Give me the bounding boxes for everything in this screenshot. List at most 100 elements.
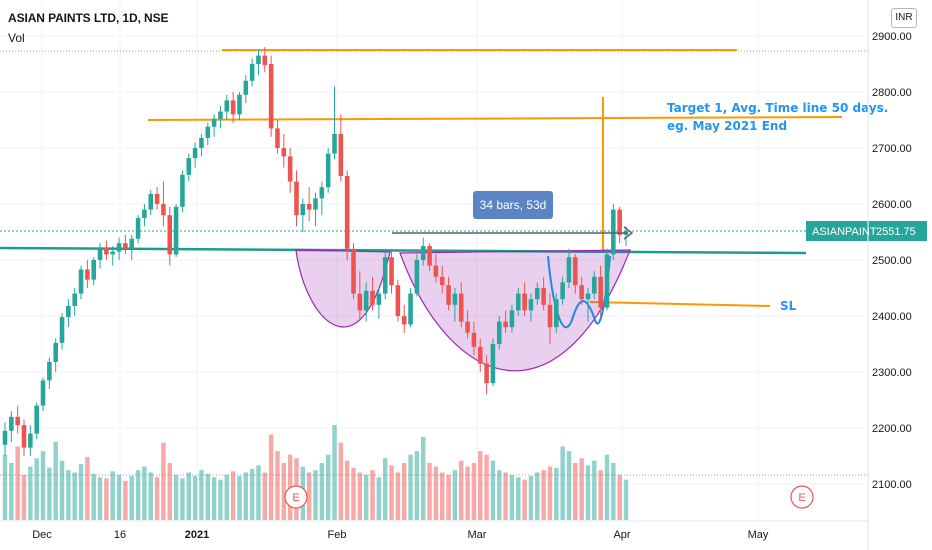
volume-bar [446, 474, 451, 520]
candle [401, 304, 407, 333]
volume-bar [395, 472, 401, 520]
candle [338, 114, 344, 182]
candle [21, 419, 27, 456]
volume-bar [186, 472, 191, 520]
symbol-title[interactable]: ASIAN PAINTS LTD, 1D, NSE [8, 11, 169, 25]
volume-bar [78, 464, 84, 520]
volume-indicator-label[interactable]: Vol [8, 31, 25, 45]
candle-body [477, 346, 483, 364]
candle-body [395, 285, 401, 316]
candle [496, 316, 502, 350]
candle [180, 170, 185, 213]
candle [256, 50, 261, 76]
candle-body [338, 134, 344, 176]
candle [91, 257, 96, 286]
volume-bar [319, 463, 325, 520]
volume-bar [351, 467, 356, 520]
stop-loss-label: SL [780, 299, 797, 313]
candle [604, 248, 610, 311]
volume-bar [161, 442, 166, 520]
y-tick-label: 2400.00 [872, 311, 912, 323]
volume-bar [427, 463, 432, 520]
candle [9, 411, 14, 442]
volume-bar [21, 474, 27, 520]
volume-bar [408, 454, 413, 520]
y-tick-label: 2500.00 [872, 255, 912, 267]
volume-bar [421, 436, 426, 520]
candle-body [135, 218, 141, 239]
candle-body [281, 148, 287, 157]
candle [281, 134, 287, 168]
volume-bar [123, 480, 128, 520]
volume-bar [59, 460, 65, 520]
candle [370, 276, 375, 311]
candle [97, 243, 103, 269]
candle-body [173, 206, 179, 255]
volume-bar [554, 467, 559, 520]
volume-bar [15, 446, 20, 520]
volume-bar [180, 478, 185, 520]
candle-body [72, 293, 77, 306]
candle [528, 293, 534, 322]
time-axis[interactable]: Dec 16 2021 Feb Mar Apr May [0, 520, 868, 541]
candle [47, 358, 52, 389]
volume-bar [230, 471, 236, 520]
x-tick-label: 16 [114, 529, 126, 541]
candle-body [465, 321, 470, 333]
candle-body [547, 304, 553, 328]
volume-bar [497, 470, 502, 520]
candle-body [262, 55, 268, 66]
candle [135, 215, 141, 244]
candle-body [325, 153, 331, 188]
volume-bars [2, 425, 629, 520]
earnings-marker-label: E [798, 492, 805, 504]
y-tick-label: 2300.00 [872, 367, 912, 379]
candle [78, 265, 84, 300]
volume-bar [592, 460, 597, 520]
candle [268, 55, 274, 137]
candle-body [268, 64, 274, 129]
range-label: 34 bars, 53d [480, 198, 547, 212]
volume-bar [205, 473, 210, 520]
volume-bar [433, 466, 439, 520]
candle [490, 338, 496, 386]
candle-body [522, 293, 527, 311]
candle [148, 190, 154, 216]
candle-body [243, 80, 249, 95]
candle-body [249, 64, 255, 81]
candle [458, 282, 464, 328]
price-tag-symbol: ASIANPAINT [812, 226, 877, 238]
volume-bar [9, 463, 14, 520]
candle-body [496, 321, 502, 344]
candle [554, 293, 559, 333]
candle [129, 234, 135, 260]
currency-button[interactable]: INR [891, 8, 917, 28]
range-arrow-head [623, 226, 634, 240]
candle [433, 254, 439, 283]
candle-body [110, 251, 116, 255]
candle-body [566, 257, 572, 283]
volume-bar [97, 477, 103, 520]
candle [484, 355, 489, 395]
target-annotation-line2: eg. May 2021 End [667, 119, 787, 133]
candle [509, 304, 515, 333]
volume-bar [459, 460, 464, 520]
candle [592, 271, 597, 300]
candle-body [452, 293, 458, 305]
candle-body [401, 316, 407, 325]
y-tick-label: 2200.00 [872, 423, 912, 435]
volume-bar [401, 463, 407, 520]
candle-body [28, 433, 33, 448]
volume-bar [516, 477, 521, 520]
candle [249, 58, 255, 87]
candle-body [503, 321, 508, 328]
price-axis[interactable]: 2100.00 2200.00 2300.00 2400.00 2500.00 2600.… [806, 0, 927, 550]
volume-bar [34, 458, 39, 520]
price-tag-value: 2551.75 [876, 226, 916, 238]
candle [573, 254, 578, 294]
x-tick-label: Feb [328, 529, 347, 541]
volume-bar [53, 441, 58, 520]
candle-body [9, 416, 14, 431]
volume-bar [363, 474, 369, 520]
